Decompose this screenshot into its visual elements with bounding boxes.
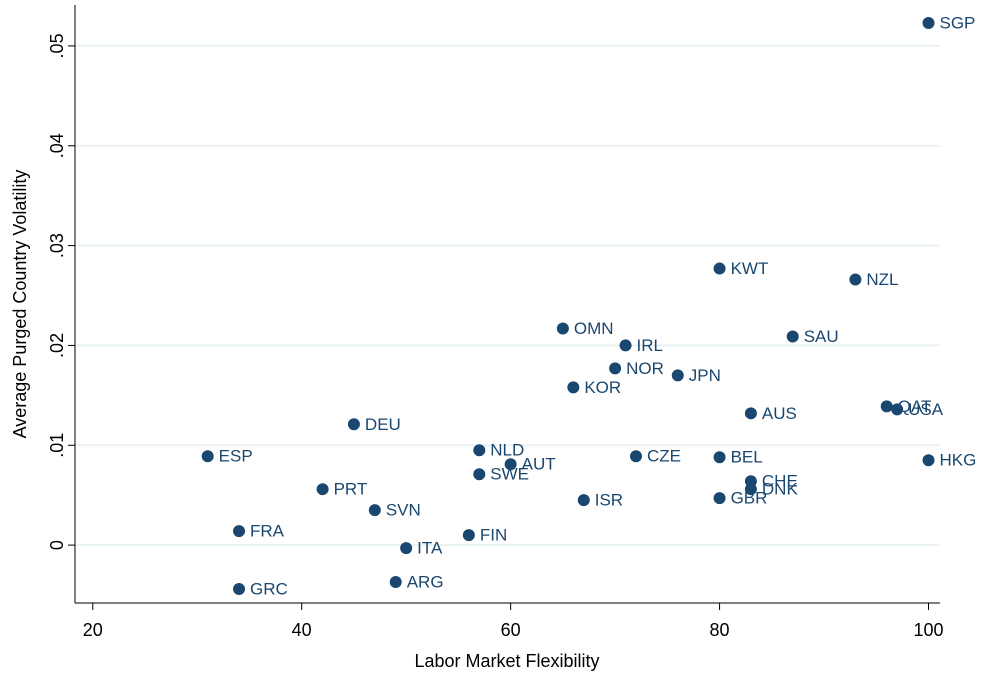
point-label: KOR [584,378,621,397]
x-tick-label: 60 [501,620,521,640]
point-label: PRT [334,480,368,499]
point-label: GRC [250,580,288,599]
point-label: DNK [762,480,799,499]
point-label: ITA [417,539,443,558]
point-label: ARG [407,573,444,592]
point [462,529,475,542]
point [400,542,413,555]
point [389,576,402,589]
point [316,483,329,496]
point-label: AUT [522,455,556,474]
y-tick-label: 0 [47,540,67,550]
point [744,483,757,496]
point [629,450,642,463]
y-tick-label: .02 [47,333,67,358]
point [233,583,246,596]
point-label: GBR [731,489,768,508]
point [556,322,569,335]
point [504,458,517,471]
point-label: NLD [490,441,524,460]
point [619,339,632,352]
point [473,468,486,481]
point [368,504,381,517]
point-label: JPN [689,366,721,385]
point-label: QAT [898,397,932,416]
point [922,16,935,29]
point-label: HKG [940,451,977,470]
y-tick-label: .04 [47,133,67,158]
x-tick-label: 20 [83,620,103,640]
point-label: FIN [480,526,507,545]
y-tick-label: .01 [47,433,67,458]
point [473,444,486,457]
point-label: SVN [386,501,421,520]
point [713,262,726,275]
point [880,400,893,413]
x-tick-label: 100 [913,620,943,640]
point [922,454,935,467]
point [713,492,726,505]
point [201,450,214,463]
point-label: BEL [731,448,763,467]
point-label: FRA [250,522,285,541]
x-axis-title: Labor Market Flexibility [414,651,599,671]
point-label: OMN [574,319,614,338]
point [347,418,360,431]
point-label: SWE [490,465,529,484]
point [849,273,862,286]
point-label: AUS [762,404,797,423]
point-label: SGP [940,13,976,32]
point-label: CHE [762,472,798,491]
point [786,330,799,343]
y-tick-label: .03 [47,233,67,258]
point [891,403,904,416]
point [744,407,757,420]
point-label: NZL [866,270,898,289]
point [577,494,590,507]
x-tick-label: 80 [710,620,730,640]
y-axis-title: Average Purged Country Volatility [10,170,30,439]
y-tick-label: .05 [47,33,67,58]
point [609,362,622,375]
point-label: NOR [626,359,664,378]
point-label: ISR [595,491,623,510]
point-label: DEU [365,415,401,434]
point [671,369,684,382]
point-label: CZE [647,447,681,466]
point [567,381,580,394]
point [233,525,246,538]
x-tick-label: 40 [292,620,312,640]
point-label: KWT [731,259,769,278]
point-label: USA [908,400,944,419]
point-label: IRL [637,336,663,355]
point-label: SAU [804,327,839,346]
point [713,451,726,464]
point-label: ESP [219,447,253,466]
